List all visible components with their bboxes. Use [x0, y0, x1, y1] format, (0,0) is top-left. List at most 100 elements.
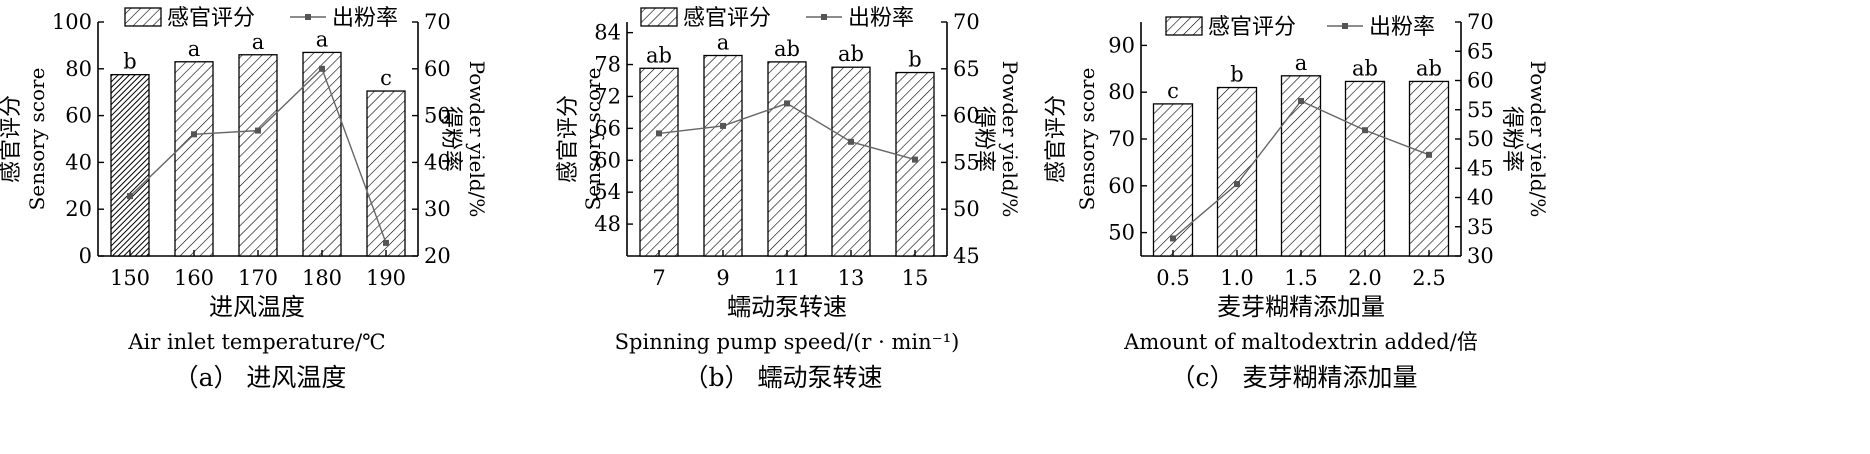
right-tick-label: 40 [1467, 186, 1494, 210]
left-axis-title-cn: 感官评分 [0, 95, 24, 183]
significance-label: a [717, 31, 730, 55]
yield-point [1298, 97, 1304, 104]
bar [302, 51, 342, 257]
right-tick-label: 45 [1467, 156, 1494, 180]
left-tick-label: 54 [594, 180, 621, 204]
right-axis-title-en: Powder yield/% [998, 61, 1022, 218]
x-tick-label: 190 [366, 266, 406, 290]
x-axis-title-cn: 麦芽糊精添加量 [1217, 293, 1385, 321]
legend-bar-label: 感官评分 [1208, 15, 1296, 40]
right-tick-label: 40 [424, 150, 451, 174]
left-axis-title-cn: 感官评分 [1044, 95, 1069, 183]
x-tick-label: 9 [716, 266, 729, 290]
left-tick-label: 60 [594, 148, 621, 172]
significance-label: b [1230, 63, 1243, 87]
yield-point [191, 131, 197, 138]
left-tick-label: 80 [65, 57, 92, 81]
left-tick-label: 66 [594, 116, 621, 140]
bar [639, 67, 679, 257]
right-tick-label: 60 [1467, 69, 1494, 93]
left-tick-label: 84 [594, 21, 621, 45]
panel-caption: （b） 蠕动泵转速 [684, 363, 883, 392]
yield-point [255, 127, 261, 134]
bar [1152, 103, 1194, 257]
left-axis-title-cn: 感官评分 [556, 95, 581, 183]
significance-label: c [1167, 79, 1179, 103]
bar [767, 61, 807, 257]
bar [831, 66, 871, 257]
significance-label: ab [1416, 56, 1442, 80]
left-tick-label: 100 [52, 10, 92, 34]
right-tick-label: 55 [1467, 98, 1494, 122]
yield-point [1362, 127, 1368, 134]
legend-line-marker [1342, 23, 1348, 29]
legend-bar-swatch [124, 7, 162, 27]
bar [895, 71, 935, 257]
yield-point [383, 239, 389, 246]
significance-label: ab [646, 43, 672, 67]
x-tick-label: 15 [902, 266, 929, 290]
right-tick-label: 50 [1467, 127, 1494, 151]
x-tick-label: 11 [774, 266, 801, 290]
x-tick-label: 180 [302, 266, 342, 290]
right-tick-label: 30 [1467, 244, 1494, 268]
bar [366, 90, 406, 257]
significance-label: a [316, 27, 329, 51]
left-tick-label: 50 [1108, 221, 1135, 245]
left-tick-label: 90 [1108, 33, 1135, 57]
bar [1216, 86, 1258, 257]
legend-bar-swatch [640, 7, 678, 27]
yield-point [912, 156, 918, 163]
legend-bar-label: 感官评分 [683, 6, 771, 31]
yield-point [319, 65, 325, 72]
significance-label: ab [1352, 56, 1378, 80]
left-tick-label: 60 [1108, 174, 1135, 198]
legend-bar-label: 感官评分 [167, 6, 255, 31]
bar [174, 61, 214, 257]
left-tick-label: 0 [79, 244, 92, 268]
x-tick-label: 2.5 [1412, 266, 1445, 290]
right-axis-title-en: Powder yield/% [1526, 61, 1550, 218]
right-axis-title-cn: 得粉率 [971, 106, 996, 172]
bar [1280, 75, 1322, 257]
legend-line-label: 出粉率 [848, 6, 914, 31]
legend: 感官评分 出粉率 [1165, 15, 1435, 40]
x-tick-label: 7 [652, 266, 665, 290]
left-tick-label: 40 [65, 150, 92, 174]
yield-point [848, 138, 854, 145]
significance-label: b [908, 48, 921, 72]
chart-panel: 50 60 70 80 90 30 35 40 45 50 55 60 65 70 c 0.5 b 1.0 a 1.5… [1044, 10, 1550, 392]
left-tick-label: 20 [65, 197, 92, 221]
x-tick-label: 150 [110, 266, 150, 290]
right-tick-label: 70 [424, 10, 451, 34]
x-tick-label: 1.0 [1220, 266, 1253, 290]
right-tick-label: 60 [424, 57, 451, 81]
x-tick-label: 13 [838, 266, 865, 290]
right-tick-label: 70 [1467, 10, 1494, 34]
right-tick-label: 20 [424, 244, 451, 268]
x-tick-label: 170 [238, 266, 278, 290]
bar [1408, 80, 1450, 257]
yield-point [720, 122, 726, 129]
x-axis-title-en: Amount of maltodextrin added/倍 [1123, 330, 1478, 354]
significance-label: a [252, 30, 265, 54]
right-tick-label: 50 [953, 197, 980, 221]
left-axis-title-en: Sensory score [581, 68, 605, 211]
legend-line-marker [305, 14, 311, 20]
panel-caption: （c） 麦芽糊精添加量 [1171, 363, 1418, 392]
right-tick-label: 35 [1467, 215, 1494, 239]
right-tick-label: 50 [424, 104, 451, 128]
significance-label: a [188, 37, 201, 61]
significance-label: ab [838, 42, 864, 66]
legend-line-label: 出粉率 [1369, 15, 1435, 40]
x-tick-label: 0.5 [1156, 266, 1189, 290]
right-tick-label: 55 [953, 150, 980, 174]
x-axis-title-en: Air inlet temperature/℃ [127, 330, 385, 354]
yield-point [127, 193, 133, 200]
x-axis-title-cn: 蠕动泵转速 [727, 293, 847, 321]
bar [110, 74, 150, 257]
x-tick-label: 1.5 [1284, 266, 1317, 290]
left-axis-title-en: Sensory score [25, 68, 49, 211]
right-tick-label: 65 [1467, 39, 1494, 63]
right-tick-label: 45 [953, 244, 980, 268]
